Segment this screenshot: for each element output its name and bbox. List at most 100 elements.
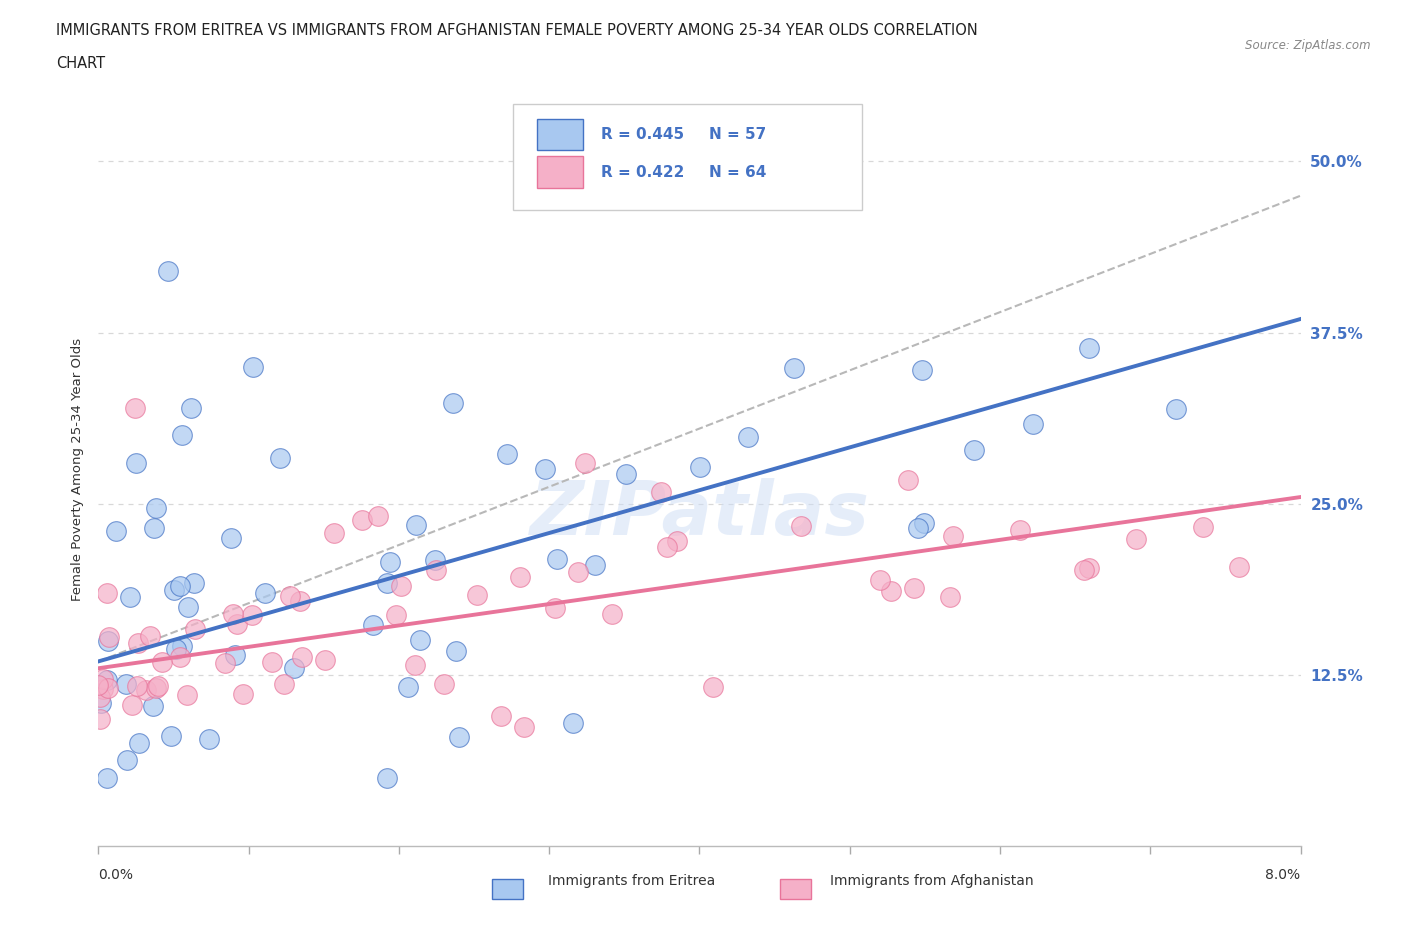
Point [665,534,688,549]
Point [180,401,202,416]
Point [380,554,402,569]
Text: R = 0.445: R = 0.445 [600,126,685,142]
Point [224,647,246,662]
Point [163,582,186,597]
Text: R = 0.422: R = 0.422 [600,165,685,179]
Point [562,715,585,730]
Point [165,642,187,657]
Point [222,606,245,621]
Point [254,586,277,601]
Y-axis label: Female Poverty Among 25-34 Year Olds: Female Poverty Among 25-34 Year Olds [72,339,84,601]
Point [197,731,219,746]
Point [367,509,389,524]
Point [269,450,291,465]
Point [938,590,960,604]
Point [963,443,986,458]
Text: 8.0%: 8.0% [1265,868,1301,882]
Point [169,649,191,664]
Point [689,460,711,475]
Point [567,565,589,580]
Point [170,428,193,443]
Point [375,576,398,591]
Point [176,687,198,702]
Point [145,681,167,696]
Text: Immigrants from Afghanistan: Immigrants from Afghanistan [830,874,1033,888]
Point [221,530,243,545]
Point [489,709,512,724]
Point [242,608,264,623]
FancyBboxPatch shape [537,156,583,188]
Text: Source: ZipAtlas.com: Source: ZipAtlas.com [1246,39,1371,52]
Point [433,676,456,691]
Point [897,472,920,487]
Text: Immigrants from Eritrea: Immigrants from Eritrea [548,874,716,888]
Point [546,551,568,566]
Point [616,466,638,481]
Point [1227,560,1250,575]
Point [1022,417,1045,432]
Point [156,263,179,278]
Point [125,456,148,471]
Point [465,588,488,603]
Point [423,553,446,568]
Point [650,485,672,499]
Point [384,607,406,622]
Point [942,529,965,544]
Point [880,584,903,599]
Point [98,630,121,644]
Point [87,678,110,693]
Point [1166,402,1188,417]
Point [574,456,596,471]
Point [441,395,464,410]
Point [375,770,398,785]
Point [1078,340,1101,355]
Point [89,689,111,704]
Point [396,680,419,695]
Point [1192,520,1215,535]
Point [124,401,146,416]
Point [117,752,139,767]
Point [96,586,118,601]
Point [444,644,467,658]
Point [150,655,173,670]
Point [127,635,149,650]
Point [447,729,470,744]
Point [409,632,432,647]
Point [169,579,191,594]
Point [91,671,114,686]
Point [183,575,205,590]
Point [226,617,249,631]
Point [737,430,759,445]
Point [350,513,373,528]
Point [907,521,929,536]
Point [139,629,162,644]
FancyBboxPatch shape [537,119,583,151]
Point [232,687,254,702]
Point [405,517,427,532]
Point [143,520,166,535]
Point [291,649,314,664]
Point [214,656,236,671]
Point [96,672,118,687]
Point [183,621,205,636]
Point [145,500,167,515]
Point [783,361,806,376]
Text: N = 57: N = 57 [709,126,766,142]
Point [583,557,606,572]
Point [90,696,112,711]
Point [509,570,531,585]
Point [89,711,111,726]
Text: N = 64: N = 64 [709,165,766,179]
Point [314,653,336,668]
Point [600,606,623,621]
Point [1078,561,1101,576]
Point [121,698,143,712]
Point [702,680,724,695]
Point [912,516,935,531]
Point [128,735,150,750]
Point [322,526,344,541]
Point [104,524,127,538]
Point [1073,563,1095,578]
Point [1010,523,1032,538]
Text: 0.0%: 0.0% [98,868,134,882]
